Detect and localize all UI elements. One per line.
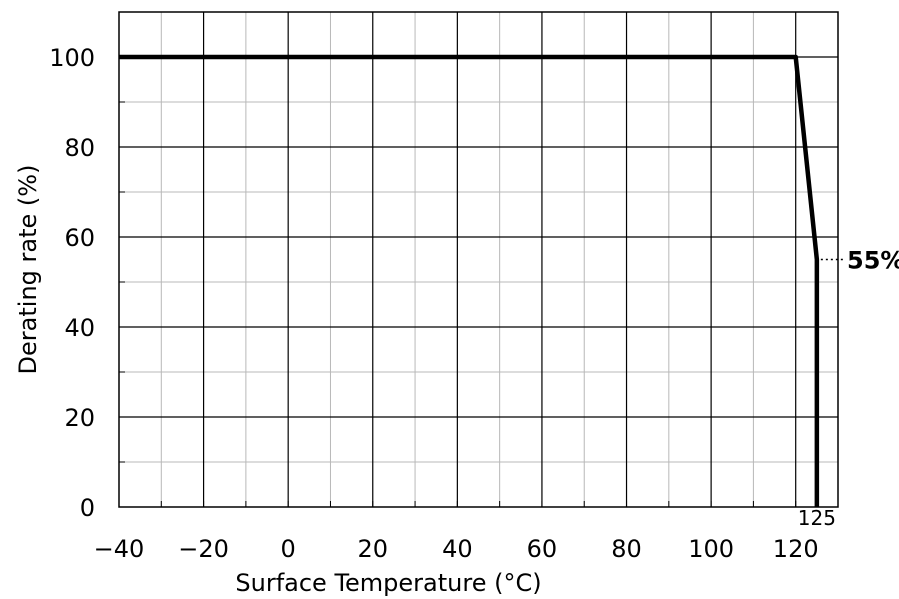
y-axis-title: Derating rate (%) [14,165,42,375]
y-tick-label: 60 [64,224,95,252]
annotation-layer: 55% 125 [798,247,899,531]
axis-ticks [119,56,797,507]
x-tick-label: 0 [281,535,296,563]
annotation-label-125: 125 [798,506,836,530]
series-layer [119,54,820,507]
x-tick-label: 120 [773,535,819,563]
y-tick-label: 40 [64,314,95,342]
y-tick-label: 20 [64,404,95,432]
x-tick-label: 100 [688,535,734,563]
x-axis-title: Surface Temperature (°C) [235,569,541,597]
minor-grid [119,12,838,507]
x-tick-label: 20 [357,535,388,563]
x-tick-label: 60 [527,535,558,563]
major-grid [119,12,838,507]
tick-labels: −40 −20 0 20 40 60 80 100 120 0 20 40 60 80 100 [49,44,818,563]
plot-frame [118,11,839,508]
y-tick-label: 80 [64,134,95,162]
annotation-label-55: 55% [847,247,899,275]
x-tick-label: 40 [442,535,473,563]
x-tick-label: 80 [611,535,642,563]
y-tick-label: 0 [80,494,95,522]
y-tick-label: 100 [49,44,95,72]
x-tick-label: −20 [178,535,229,563]
series-line [119,54,820,507]
x-tick-label: −40 [94,535,145,563]
